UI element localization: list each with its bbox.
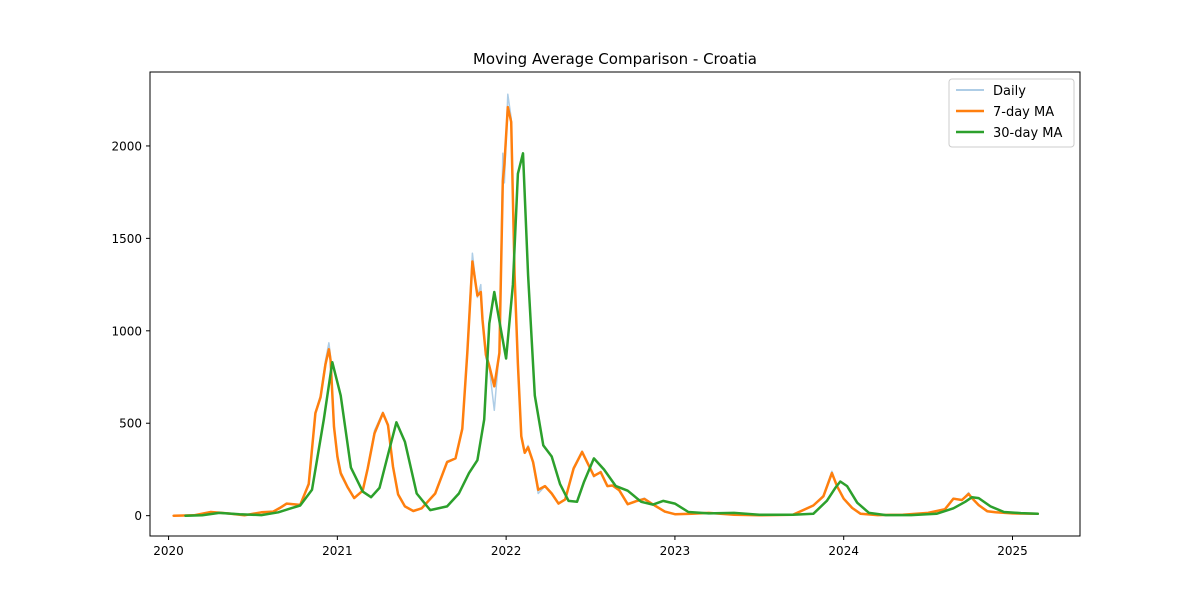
y-tick-label: 0 (134, 509, 142, 523)
legend-label-daily: Daily (993, 84, 1026, 99)
x-tick-label: 2024 (828, 544, 859, 558)
legend: Daily 7-day MA 30-day MA (948, 78, 1075, 148)
y-tick-label: 1500 (111, 232, 142, 246)
x-tick-label: 2020 (153, 544, 184, 558)
plot-frame (149, 71, 1081, 537)
chart-title: Moving Average Comparison - Croatia (473, 50, 757, 68)
x-tick-label: 2025 (997, 544, 1028, 558)
y-tick-label: 1000 (111, 324, 142, 338)
legend-label-30-day-ma: 30-day MA (993, 126, 1062, 141)
x-tick-label: 2022 (491, 544, 522, 558)
x-tick-label: 2021 (322, 544, 353, 558)
y-axis: 0 500 1000 1500 2000 (111, 139, 150, 523)
legend-box (948, 78, 1075, 148)
x-axis: 2020 2021 2022 2023 2024 2025 (153, 536, 1028, 558)
series-line-30-day-ma (184, 152, 1040, 517)
x-tick-label: 2023 (660, 544, 691, 558)
y-tick-label: 500 (119, 417, 142, 431)
legend-label-7-day-ma: 7-day MA (993, 105, 1054, 120)
series-layer (172, 93, 1040, 517)
y-tick-label: 2000 (111, 139, 142, 153)
